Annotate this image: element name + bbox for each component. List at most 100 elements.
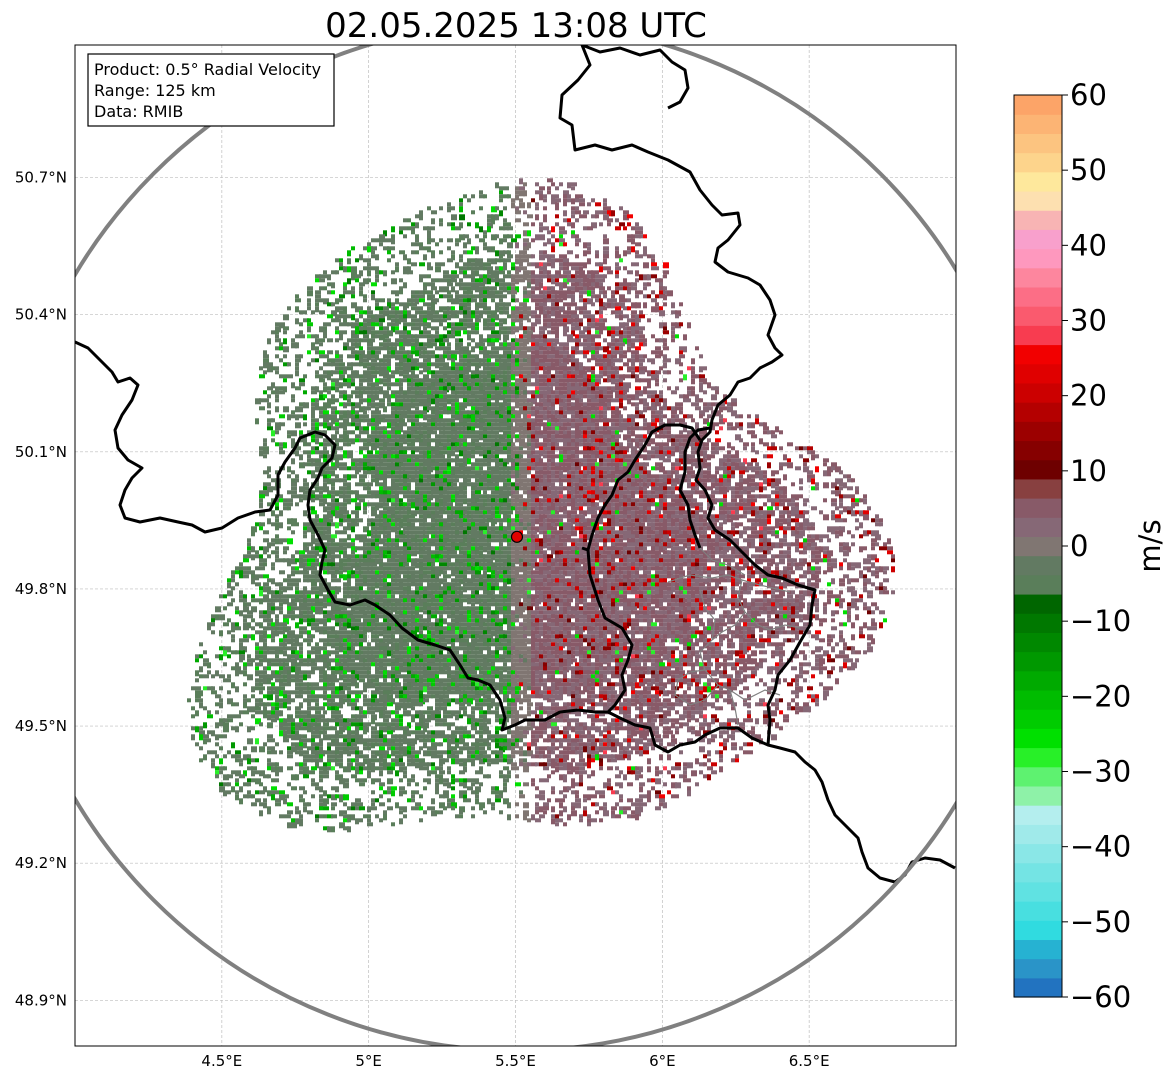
- echo-cell: [403, 342, 409, 347]
- echo-cell: [707, 438, 711, 443]
- echo-cell: [543, 454, 547, 459]
- echo-cell: [339, 330, 343, 337]
- echo-cell: [659, 494, 665, 499]
- echo-cell: [399, 438, 403, 443]
- echo-cell: [787, 462, 793, 469]
- echo-cell: [367, 346, 373, 351]
- echo-cell: [579, 486, 583, 493]
- echo-cell: [567, 390, 571, 395]
- echo-cell: [535, 386, 539, 393]
- echo-cell: [523, 378, 527, 383]
- echo-cell: [467, 334, 471, 341]
- echo-cell: [387, 450, 393, 457]
- echo-cell: [563, 242, 567, 247]
- echo-cell: [603, 458, 607, 463]
- echo-cell: [415, 294, 419, 299]
- echo-cell: [299, 486, 305, 493]
- echo-cell: [583, 306, 587, 311]
- echo-cell: [479, 294, 485, 299]
- echo-cell: [479, 466, 483, 471]
- echo-cell: [723, 474, 729, 479]
- echo-cell: [491, 394, 495, 401]
- echo-cell: [335, 370, 341, 375]
- echo-cell: [499, 294, 503, 299]
- echo-cell: [471, 454, 475, 459]
- echo-cell: [659, 406, 665, 411]
- echo-cell: [367, 370, 371, 377]
- echo-cell: [719, 466, 723, 471]
- echo-cell: [615, 270, 619, 275]
- echo-cell: [595, 470, 599, 475]
- echo-cell: [371, 410, 375, 415]
- echo-cell: [831, 462, 837, 469]
- echo-cell: [555, 490, 559, 495]
- echo-cell: [587, 250, 591, 255]
- echo-cell: [435, 362, 439, 369]
- echo-cell: [631, 226, 635, 231]
- echo-cell: [419, 490, 423, 497]
- echo-cell: [371, 374, 377, 379]
- echo-cell: [547, 278, 553, 283]
- echo-cell: [535, 450, 539, 455]
- echo-cell: [647, 454, 651, 461]
- echo-cell: [615, 226, 621, 231]
- echo-cell: [595, 442, 599, 447]
- echo-cell: [431, 294, 435, 299]
- echo-cell: [515, 286, 519, 293]
- echo-cell: [703, 474, 709, 479]
- echo-cell: [619, 466, 625, 473]
- echo-cell: [659, 322, 663, 329]
- echo-cell: [699, 398, 703, 403]
- echo-cell: [487, 466, 491, 471]
- echo-cell: [627, 234, 633, 239]
- echo-cell: [559, 298, 563, 303]
- echo-cell: [507, 270, 511, 275]
- echo-cell: [343, 330, 347, 335]
- echo-cell: [507, 314, 511, 319]
- echo-cell: [483, 322, 489, 327]
- echo-cell: [607, 418, 611, 423]
- echo-cell: [483, 230, 487, 235]
- echo-cell: [807, 446, 813, 451]
- echo-cell: [799, 446, 803, 451]
- echo-cell: [339, 382, 343, 389]
- echo-cell: [523, 230, 527, 237]
- echo-cell: [419, 298, 425, 303]
- echo-cell: [343, 410, 349, 417]
- echo-cell: [591, 214, 597, 219]
- echo-cell: [403, 374, 409, 379]
- echo-cell: [539, 190, 543, 197]
- echo-cell: [443, 390, 447, 395]
- echo-cell: [579, 342, 583, 347]
- echo-cell: [439, 250, 443, 255]
- echo-cell: [815, 486, 819, 491]
- echo-cell: [659, 442, 663, 449]
- echo-cell: [279, 342, 283, 347]
- echo-cell: [747, 414, 751, 419]
- echo-cell: [595, 402, 601, 407]
- echo-cell: [311, 390, 317, 395]
- echo-cell: [559, 354, 563, 359]
- echo-cell: [499, 322, 503, 327]
- echo-cell: [411, 298, 417, 303]
- echo-cell: [491, 322, 497, 327]
- echo-cell: [651, 334, 655, 339]
- echo-cell: [339, 438, 343, 443]
- echo-cell: [503, 442, 507, 447]
- echo-cell: [739, 426, 743, 431]
- echo-cell: [767, 446, 771, 451]
- echo-cell: [419, 446, 423, 451]
- echo-cell: [567, 494, 571, 501]
- echo-cell: [591, 446, 595, 451]
- echo-cell: [671, 390, 677, 395]
- echo-cell: [535, 342, 539, 349]
- echo-cell: [375, 238, 379, 243]
- echo-cell: [615, 462, 619, 469]
- echo-cell: [279, 322, 285, 329]
- echo-cell: [455, 390, 459, 395]
- echo-cell: [583, 282, 589, 289]
- echo-cell: [551, 366, 557, 371]
- echo-cell: [519, 450, 523, 455]
- echo-cell: [563, 414, 567, 419]
- echo-cell: [455, 466, 461, 473]
